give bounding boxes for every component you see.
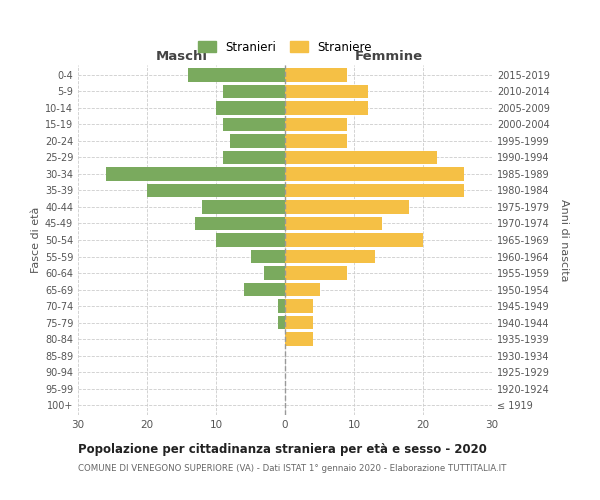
Bar xyxy=(285,300,313,313)
Y-axis label: Fasce di età: Fasce di età xyxy=(31,207,41,273)
Text: Popolazione per cittadinanza straniera per età e sesso - 2020: Popolazione per cittadinanza straniera p… xyxy=(78,442,487,456)
Bar xyxy=(285,332,313,346)
Bar xyxy=(147,184,285,197)
Legend: Stranieri, Straniere: Stranieri, Straniere xyxy=(193,36,377,59)
Bar xyxy=(265,266,285,280)
Bar xyxy=(285,316,313,330)
Bar xyxy=(285,233,423,247)
Bar xyxy=(285,84,368,98)
Bar xyxy=(285,150,437,164)
Bar xyxy=(216,233,285,247)
Bar xyxy=(106,167,285,180)
Y-axis label: Anni di nascita: Anni di nascita xyxy=(559,198,569,281)
Text: Femmine: Femmine xyxy=(355,50,422,64)
Bar xyxy=(244,283,285,296)
Bar xyxy=(251,250,285,264)
Bar xyxy=(285,216,382,230)
Text: COMUNE DI VENEGONO SUPERIORE (VA) - Dati ISTAT 1° gennaio 2020 - Elaborazione TU: COMUNE DI VENEGONO SUPERIORE (VA) - Dati… xyxy=(78,464,506,473)
Bar xyxy=(223,84,285,98)
Bar xyxy=(230,134,285,147)
Bar xyxy=(223,150,285,164)
Bar xyxy=(285,118,347,131)
Text: Maschi: Maschi xyxy=(155,50,208,64)
Bar xyxy=(285,184,464,197)
Bar xyxy=(216,101,285,114)
Bar xyxy=(202,200,285,214)
Bar xyxy=(188,68,285,82)
Bar xyxy=(278,300,285,313)
Bar xyxy=(285,283,320,296)
Bar xyxy=(285,68,347,82)
Bar xyxy=(285,250,374,264)
Bar xyxy=(285,101,368,114)
Bar xyxy=(196,216,285,230)
Bar xyxy=(278,316,285,330)
Bar xyxy=(285,134,347,147)
Bar xyxy=(223,118,285,131)
Bar xyxy=(285,167,464,180)
Bar xyxy=(285,200,409,214)
Bar xyxy=(285,266,347,280)
